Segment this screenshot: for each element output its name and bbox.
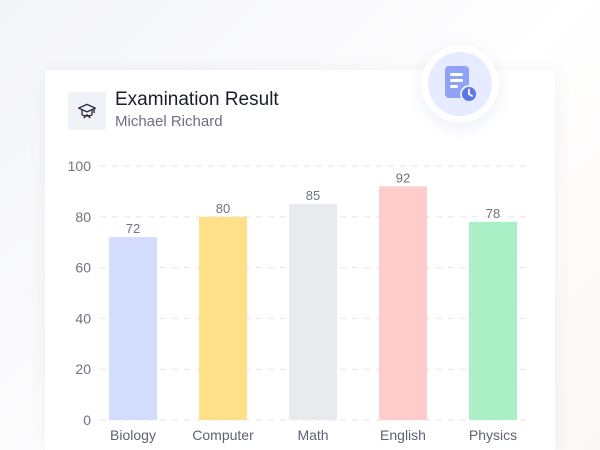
bar-physics (469, 221, 517, 420)
value-labels: 72 80 85 92 78 (126, 170, 500, 236)
chart-subtitle: Michael Richard (115, 113, 223, 130)
report-badge (421, 45, 499, 123)
y-tick-label: 60 (75, 260, 91, 276)
bar-biology (109, 237, 157, 420)
graduation-cap-icon (78, 103, 97, 119)
bar-math (289, 204, 337, 420)
bar-english (379, 186, 427, 420)
report-clock-icon (445, 66, 478, 103)
category-label-computer: Computer (192, 427, 254, 443)
y-tick-label: 20 (75, 361, 91, 377)
header-icon-box (68, 92, 106, 130)
y-tick-label: 100 (68, 158, 92, 174)
y-tick-label: 40 (75, 310, 91, 326)
value-label-computer: 80 (216, 201, 230, 216)
y-axis-ticks: 0 20 40 60 80 100 (68, 158, 92, 428)
category-label-math: Math (297, 427, 328, 443)
category-label-physics: Physics (469, 427, 517, 443)
value-label-physics: 78 (486, 206, 500, 221)
category-labels: Biology Computer Math English Physics (110, 427, 517, 443)
value-label-biology: 72 (126, 221, 140, 236)
value-label-english: 92 (396, 170, 410, 185)
category-label-english: English (380, 427, 426, 443)
category-label-biology: Biology (110, 427, 156, 443)
value-label-math: 85 (306, 188, 320, 203)
bars (109, 186, 517, 420)
bar-computer (199, 216, 247, 420)
chart-title: Examination Result (115, 89, 279, 110)
report-badge-inner (428, 52, 492, 116)
y-tick-label: 80 (75, 209, 91, 225)
y-tick-label: 0 (83, 412, 91, 428)
